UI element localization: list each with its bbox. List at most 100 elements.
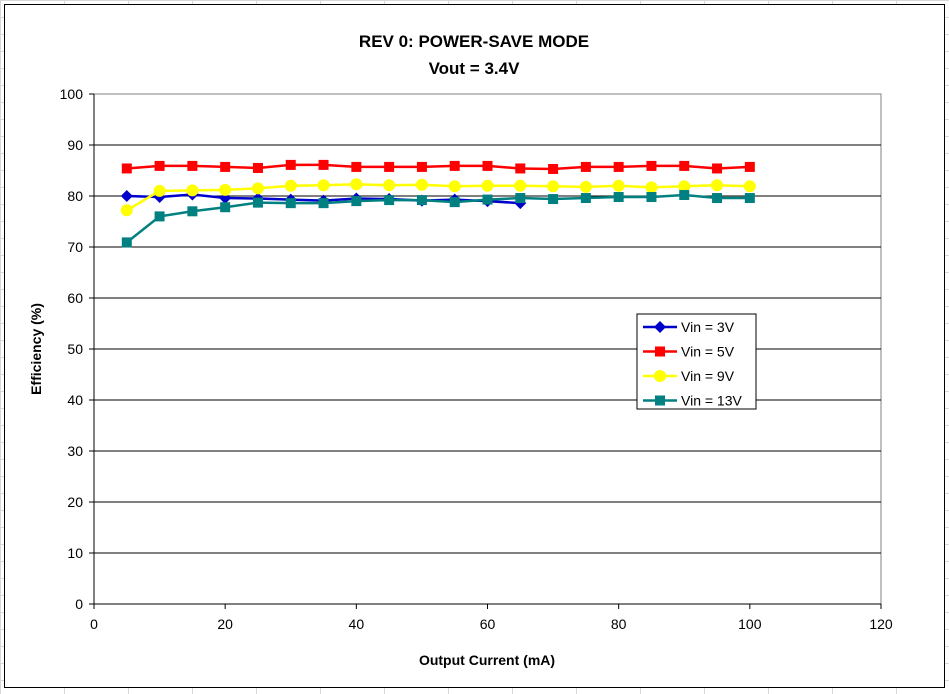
y-tick-label: 20 — [67, 494, 83, 510]
legend-item: Vin = 13V — [643, 393, 743, 409]
y-tick-label: 70 — [67, 239, 83, 255]
data-point — [187, 160, 198, 171]
data-point — [154, 211, 165, 222]
data-point — [383, 179, 396, 192]
data-point — [384, 195, 395, 206]
y-tick-label: 30 — [67, 443, 83, 459]
data-point — [579, 180, 592, 193]
data-point — [515, 193, 526, 204]
data-point — [285, 159, 296, 170]
legend-marker — [654, 370, 666, 382]
series-line — [126, 193, 750, 244]
series-4 — [121, 189, 755, 248]
data-point — [285, 198, 296, 209]
y-tick-label: 50 — [67, 341, 83, 357]
y-tick-label: 10 — [67, 545, 83, 561]
data-point — [121, 237, 132, 248]
legend[interactable]: Vin = 3V Vin = 5V Vin = 9V Vin = 13V — [636, 313, 757, 410]
legend-marker — [655, 346, 665, 357]
data-point — [481, 179, 494, 192]
data-point — [252, 162, 263, 173]
data-point — [678, 180, 691, 193]
data-point — [679, 189, 690, 200]
data-point — [449, 197, 460, 208]
data-point — [515, 163, 526, 174]
x-axis-label: Output Current (mA) — [419, 652, 555, 668]
legend-item: Vin = 5V — [643, 344, 735, 360]
data-point — [645, 181, 658, 194]
y-tick-label: 60 — [67, 290, 83, 306]
series-2 — [121, 159, 755, 174]
data-point — [646, 192, 657, 203]
data-point — [220, 161, 231, 172]
x-tick-label: 60 — [480, 616, 496, 632]
data-point — [120, 204, 133, 217]
x-tick-label: 100 — [738, 616, 762, 632]
data-point — [613, 161, 624, 172]
x-tick-label: 40 — [349, 616, 365, 632]
data-point — [153, 184, 166, 197]
data-point — [415, 178, 428, 191]
data-point — [350, 178, 363, 191]
data-point — [317, 179, 330, 192]
legend-label: Vin = 13V — [681, 393, 743, 409]
data-point — [613, 192, 624, 203]
chart-area[interactable]: REV 0: POWER-SAVE MODE Vout = 3.4V 0 20 40… — [4, 4, 945, 688]
series-3 — [120, 178, 756, 217]
y-tick-label: 80 — [67, 188, 83, 204]
legend-label: Vin = 5V — [681, 344, 735, 360]
data-point — [384, 161, 395, 172]
series-layer — [120, 159, 756, 248]
legend-label: Vin = 3V — [681, 319, 735, 335]
data-point — [186, 184, 199, 197]
y-axis-ticks: 0 10 20 30 40 50 60 70 80 90 100 — [60, 86, 94, 612]
x-tick-label: 0 — [90, 616, 98, 632]
legend-item: Vin = 3V — [643, 319, 735, 335]
chart-subtitle: Vout = 3.4V — [429, 59, 521, 78]
data-point — [351, 196, 362, 207]
y-tick-label: 100 — [60, 86, 84, 102]
data-point — [646, 160, 657, 171]
data-point — [744, 161, 755, 172]
data-point — [416, 161, 427, 172]
legend-marker — [655, 395, 665, 406]
data-point — [712, 163, 723, 174]
data-point — [154, 160, 165, 171]
data-point — [580, 161, 591, 172]
data-point — [449, 160, 460, 171]
efficiency-chart: REV 0: POWER-SAVE MODE Vout = 3.4V 0 20 40… — [28, 32, 893, 668]
data-point — [252, 197, 263, 208]
x-tick-label: 20 — [217, 616, 233, 632]
data-point — [318, 159, 329, 170]
x-tick-label: 80 — [611, 616, 627, 632]
legend-item: Vin = 9V — [643, 368, 735, 384]
data-point — [744, 193, 755, 204]
x-axis-ticks: 0 20 40 60 80 100 120 — [90, 604, 893, 632]
data-point — [548, 194, 559, 205]
data-point — [482, 160, 493, 171]
chart-title: REV 0: POWER-SAVE MODE — [359, 32, 589, 51]
series-line — [126, 163, 750, 171]
data-point — [448, 180, 461, 193]
data-point — [251, 182, 264, 195]
data-point — [220, 202, 231, 213]
data-point — [679, 160, 690, 171]
data-point — [711, 179, 724, 192]
data-point — [712, 193, 723, 204]
data-point — [548, 163, 559, 174]
data-point — [514, 179, 527, 192]
legend-marker — [654, 321, 666, 333]
data-point — [351, 161, 362, 172]
y-axis-label: Efficiency (%) — [28, 303, 44, 395]
data-point — [612, 179, 625, 192]
y-tick-label: 40 — [67, 392, 83, 408]
data-point — [187, 206, 198, 217]
y-tick-label: 0 — [75, 596, 83, 612]
x-tick-label: 120 — [869, 616, 893, 632]
data-point — [284, 179, 297, 192]
legend-box — [636, 313, 757, 410]
data-point — [318, 198, 329, 209]
legend-label: Vin = 9V — [681, 368, 735, 384]
data-point — [547, 180, 560, 193]
data-point — [120, 190, 133, 202]
